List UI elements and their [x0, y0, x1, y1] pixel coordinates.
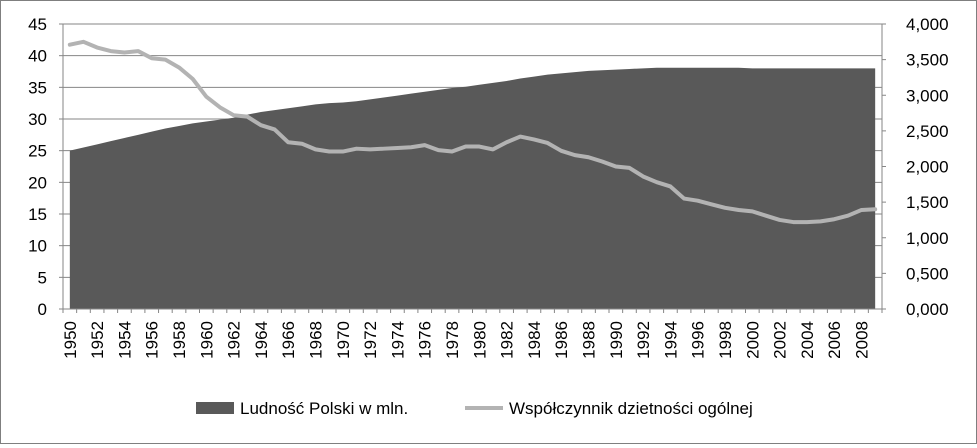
x-tick-label: 1970 — [334, 321, 353, 359]
x-tick-label: 1952 — [88, 321, 107, 359]
x-tick-label: 1994 — [661, 321, 680, 359]
right-axis-ticks: 0,000 0,500 1,000 1,500 2,000 2,500 3,000 3,500… — [882, 15, 949, 319]
x-tick-label: 1978 — [443, 321, 462, 359]
left-tick-label: 45 — [28, 15, 47, 34]
x-axis-ticks: 1950 1952 1954 1956 1958 1960 1962 1964 1966 1968… — [61, 309, 883, 359]
x-tick-label: 1980 — [470, 321, 489, 359]
right-tick-label: 0,000 — [906, 300, 949, 319]
right-tick-label: 1,500 — [906, 193, 949, 212]
x-tick-label: 1982 — [498, 321, 517, 359]
x-tick-label: 1998 — [716, 321, 735, 359]
legend-swatch-population — [196, 402, 234, 414]
left-tick-label: 40 — [28, 47, 47, 66]
left-tick-label: 0 — [38, 300, 47, 319]
left-axis-ticks: 0 5 10 15 20 25 30 35 40 45 — [28, 15, 63, 319]
x-tick-label: 1984 — [525, 321, 544, 359]
population-area-layer — [69, 67, 876, 309]
right-tick-label: 3,000 — [906, 86, 949, 105]
x-tick-label: 1990 — [607, 321, 626, 359]
right-tick-label: 0,500 — [906, 264, 949, 283]
x-tick-label: 1954 — [115, 321, 134, 359]
x-tick-label: 1950 — [61, 321, 80, 359]
x-tick-label: 1962 — [225, 321, 244, 359]
legend-label-fertility: Współczynnik dzietności ogólnej — [509, 399, 753, 418]
x-tick-label: 1968 — [307, 321, 326, 359]
left-tick-label: 30 — [28, 110, 47, 129]
x-tick-label: 1974 — [388, 321, 407, 359]
x-tick-label: 1992 — [634, 321, 653, 359]
right-tick-label: 4,000 — [906, 15, 949, 34]
x-tick-label: 2000 — [743, 321, 762, 359]
left-tick-label: 10 — [28, 237, 47, 256]
left-tick-label: 20 — [28, 173, 47, 192]
x-tick-label: 1958 — [170, 321, 189, 359]
x-tick-label: 1966 — [279, 321, 298, 359]
x-tick-label: 2008 — [853, 321, 872, 359]
right-tick-label: 3,500 — [906, 51, 949, 70]
right-tick-label: 1,000 — [906, 229, 949, 248]
x-tick-label: 1964 — [252, 321, 271, 359]
x-tick-label: 1976 — [416, 321, 435, 359]
x-tick-label: 1986 — [552, 321, 571, 359]
x-tick-label: 1956 — [143, 321, 162, 359]
right-tick-label: 2,000 — [906, 158, 949, 177]
fertility-line-layer — [67, 39, 878, 225]
legend-label-population: Ludność Polski w mln. — [240, 399, 408, 418]
x-tick-label: 1988 — [580, 321, 599, 359]
x-tick-label: 2004 — [798, 321, 817, 359]
left-tick-label: 5 — [38, 268, 47, 287]
x-tick-label: 1996 — [689, 321, 708, 359]
left-tick-label: 35 — [28, 78, 47, 97]
x-tick-label: 1972 — [361, 321, 380, 359]
x-tick-label: 1960 — [197, 321, 216, 359]
fertility-line — [67, 39, 878, 225]
x-tick-label: 2002 — [771, 321, 790, 359]
x-tick-label: 2006 — [825, 321, 844, 359]
left-tick-label: 25 — [28, 142, 47, 161]
left-tick-label: 15 — [28, 205, 47, 224]
right-tick-label: 2,500 — [906, 122, 949, 141]
population-area — [69, 67, 876, 309]
legend: Ludność Polski w mln. Współczynnik dziet… — [196, 399, 753, 418]
